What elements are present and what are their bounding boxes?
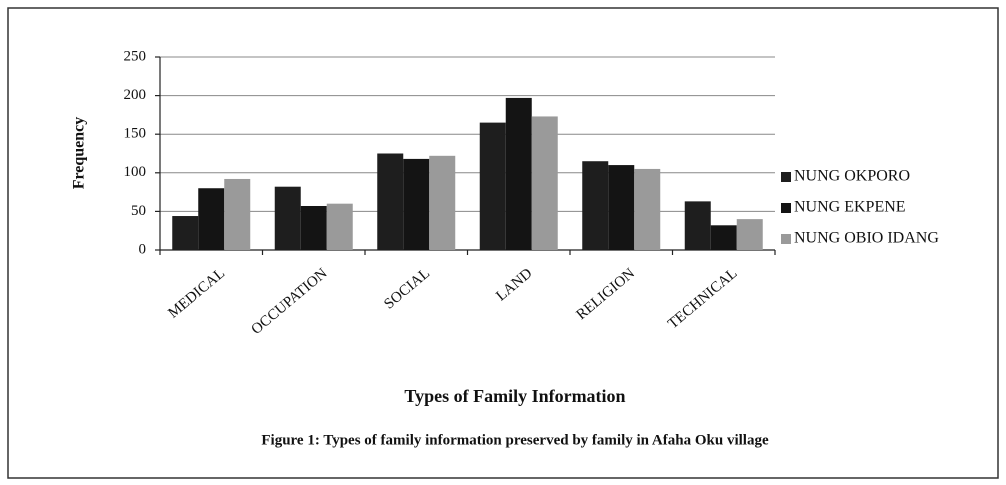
y-tick-label: 50 [131, 203, 146, 219]
legend-label: NUNG OKPORO [794, 168, 910, 185]
y-tick-label: 250 [124, 48, 147, 64]
bar [326, 203, 353, 250]
bar [429, 155, 456, 250]
x-tick-label: LAND [493, 265, 535, 304]
legend-label: NUNG EKPENE [794, 199, 906, 216]
legend-swatch [781, 203, 791, 213]
y-tick-label: 0 [139, 241, 147, 257]
bar [403, 158, 430, 250]
x-tick-label: OCCUPATION [249, 265, 331, 338]
x-tick-label: RELIGION [573, 265, 638, 323]
x-tick-label: SOCIAL [381, 265, 433, 312]
bar [710, 225, 737, 250]
chart-title: Figure 1: Types of family information pr… [261, 432, 769, 448]
bar [377, 153, 404, 250]
bar [608, 165, 635, 250]
legend-swatch [781, 172, 791, 182]
bar [198, 188, 225, 250]
bar [505, 97, 532, 250]
x-tick-label: TECHNICAL [665, 265, 740, 332]
bar [172, 216, 199, 250]
bar [300, 205, 327, 250]
x-axis-label: Types of Family Information [404, 386, 625, 406]
bar [582, 161, 609, 250]
y-tick-label: 200 [124, 87, 147, 103]
bar [224, 178, 251, 250]
bar [684, 201, 711, 250]
legend-label: NUNG OBIO IDANG [794, 230, 939, 247]
y-tick-label: 150 [124, 126, 147, 142]
y-tick-label: 100 [124, 164, 147, 180]
bar [634, 168, 661, 250]
bar [736, 219, 763, 250]
legend-swatch [781, 234, 791, 244]
frame [7, 7, 999, 479]
bar [274, 186, 301, 250]
bar [479, 122, 506, 250]
x-tick-label: MEDICAL [165, 265, 228, 321]
bar [531, 116, 558, 250]
y-axis-label: Frequency [71, 117, 88, 190]
